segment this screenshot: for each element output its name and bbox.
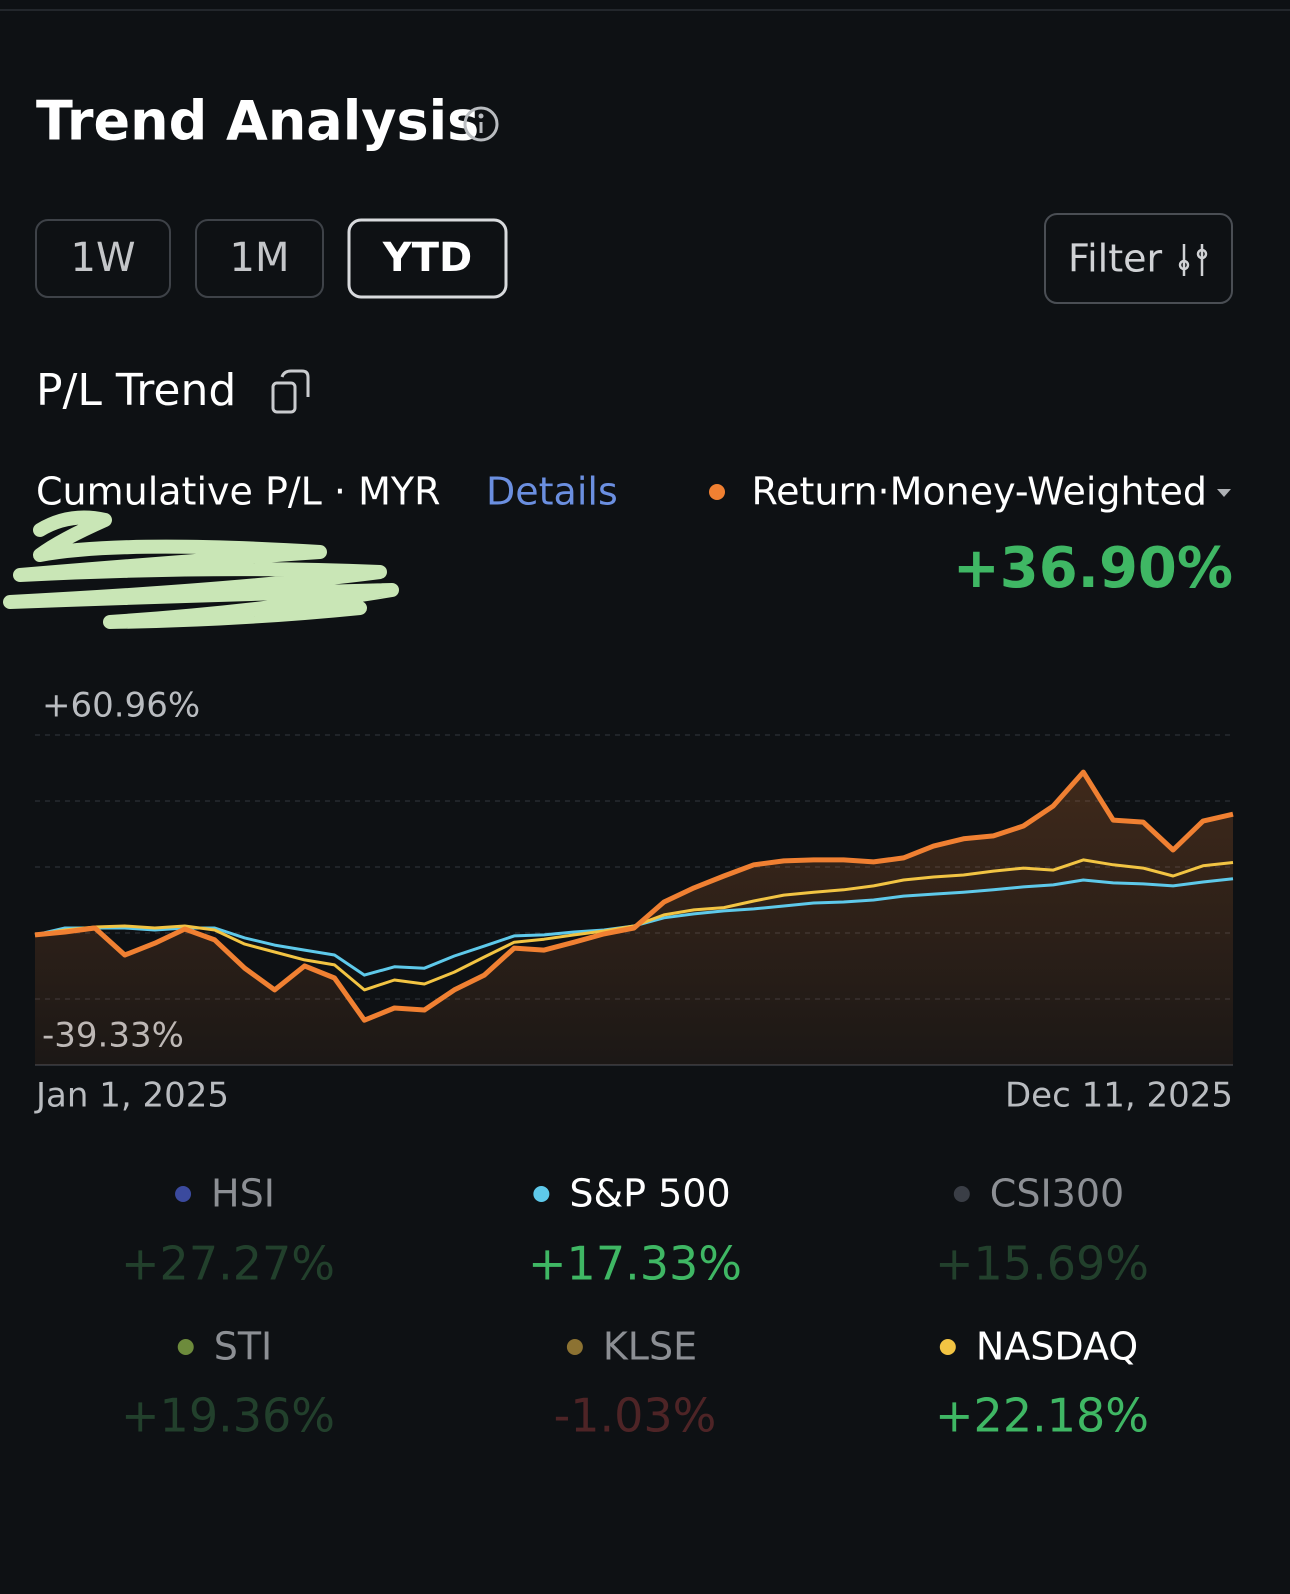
tab-label[interactable]: 1W: [71, 235, 136, 281]
benchmark-name[interactable]: HSI: [211, 1172, 275, 1216]
info-icon[interactable]: [463, 106, 499, 142]
benchmark-dot[interactable]: [953, 1186, 970, 1202]
benchmark-item[interactable]: HSI +27.27%: [121, 1172, 335, 1291]
page-title: Trend Analysis: [36, 90, 479, 153]
series-area: [35, 772, 1233, 1065]
benchmark-return[interactable]: +27.27%: [121, 1237, 335, 1291]
benchmark-name[interactable]: CSI300: [990, 1172, 1124, 1216]
filter-button[interactable]: Filter: [1044, 213, 1233, 304]
tab[interactable]: YTD: [347, 218, 508, 299]
benchmark-item[interactable]: KLSE -1.03%: [554, 1325, 717, 1443]
benchmark-return[interactable]: -1.03%: [554, 1389, 717, 1443]
tab-label[interactable]: 1M: [230, 235, 290, 281]
tab-label[interactable]: YTD: [382, 235, 472, 281]
benchmark-legend: HSI +27.27% S&P 500 +17.33% CSI300 +15.69% STI…: [121, 1172, 1149, 1443]
metric-dot: [709, 484, 725, 500]
summary-label: Cumulative P/L · MYR: [36, 470, 441, 514]
series-line: [34, 769, 1234, 1023]
benchmark-name[interactable]: KLSE: [603, 1325, 697, 1369]
tab[interactable]: 1W: [35, 219, 171, 298]
dropdown-caret[interactable]: [1217, 489, 1231, 497]
benchmark-item[interactable]: S&P 500 +17.33%: [528, 1172, 742, 1291]
x-tick-label: Dec 11, 2025: [1005, 1076, 1233, 1116]
filter-icon: [1178, 244, 1208, 276]
benchmark-name[interactable]: STI: [214, 1325, 273, 1369]
metric-total: +36.90%: [953, 536, 1233, 601]
benchmark-item[interactable]: CSI300 +15.69%: [935, 1172, 1149, 1291]
benchmark-dot[interactable]: [566, 1339, 583, 1355]
benchmark-dot[interactable]: [177, 1339, 194, 1355]
benchmark-name[interactable]: NASDAQ: [976, 1325, 1138, 1369]
x-tick-label: Jan 1, 2025: [34, 1076, 229, 1116]
benchmark-name[interactable]: S&P 500: [569, 1172, 730, 1216]
section-title: P/L Trend: [36, 365, 236, 416]
tab-bar: 1W 1M YTD: [35, 218, 508, 299]
tab[interactable]: 1M: [195, 219, 324, 298]
metric-selector[interactable]: Return·Money-Weighted: [751, 470, 1207, 514]
benchmark-return[interactable]: +19.36%: [121, 1389, 335, 1443]
filter-label[interactable]: Filter: [1068, 237, 1162, 281]
y-tick-label: +60.96%: [42, 686, 200, 726]
benchmark-dot[interactable]: [175, 1186, 192, 1202]
tab-box[interactable]: [347, 218, 508, 299]
benchmark-dot[interactable]: [939, 1339, 956, 1355]
benchmark-return[interactable]: +15.69%: [935, 1237, 1149, 1291]
benchmark-return[interactable]: +22.18%: [935, 1389, 1149, 1443]
benchmark-return[interactable]: +17.33%: [528, 1237, 742, 1291]
benchmark-item[interactable]: STI +19.36%: [121, 1325, 335, 1443]
benchmark-item[interactable]: NASDAQ +22.18%: [935, 1325, 1149, 1443]
tab-box[interactable]: [35, 219, 171, 298]
benchmark-dot[interactable]: [533, 1186, 550, 1202]
redaction-scribble: [3, 510, 399, 629]
details-link[interactable]: Details: [486, 470, 618, 514]
copy-icon[interactable]: [271, 369, 310, 414]
tab-box[interactable]: [195, 219, 324, 298]
